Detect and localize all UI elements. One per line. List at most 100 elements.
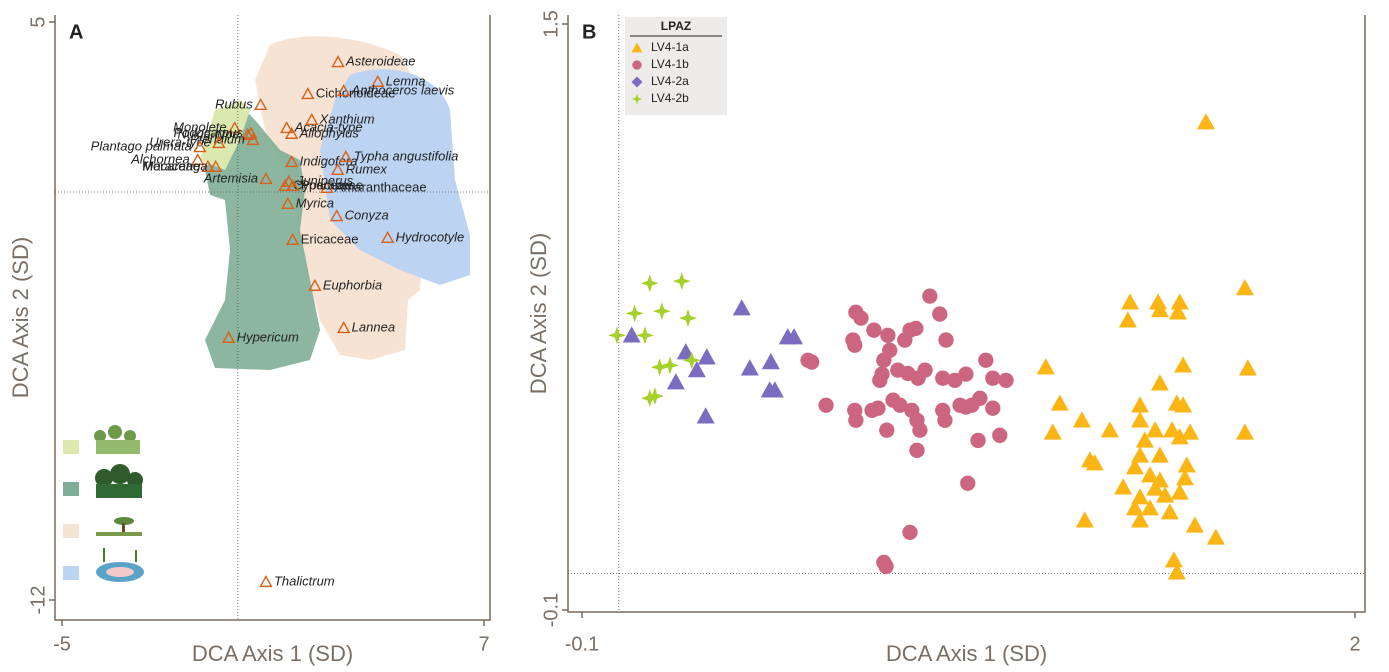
- point: [625, 304, 644, 323]
- point: [1125, 499, 1144, 516]
- x-tick-label: -5: [53, 633, 71, 655]
- point: [254, 98, 268, 111]
- axis-frame: [54, 15, 491, 621]
- point: [331, 162, 345, 175]
- point: [339, 150, 353, 163]
- point: [1149, 293, 1168, 310]
- point-label: Typha angustifolia: [354, 148, 459, 163]
- point: [761, 353, 780, 370]
- point: [1181, 423, 1200, 440]
- point: [281, 196, 295, 209]
- point: [853, 310, 869, 326]
- point-label: Macaranga: [143, 158, 208, 173]
- x-axis-label: DCA Axis 1 (SD): [192, 641, 353, 666]
- legend-swatch: [63, 440, 79, 454]
- point: [227, 121, 242, 134]
- point-label: Podocarpus: [173, 125, 243, 140]
- point: [679, 309, 698, 328]
- point: [645, 387, 664, 406]
- point: [848, 412, 864, 428]
- point: [191, 153, 205, 166]
- x-axis-label: DCA Axis 1 (SD): [886, 641, 1047, 666]
- point: [1160, 503, 1179, 520]
- point: [1131, 488, 1150, 505]
- point: [607, 326, 626, 345]
- point-label: Conyza: [345, 208, 389, 223]
- legend-entry: LV4-2b: [651, 91, 689, 105]
- point-label: Anthoceros laevis: [351, 82, 455, 97]
- point: [1131, 411, 1150, 428]
- point: [938, 332, 954, 348]
- point: [1146, 479, 1165, 496]
- point: [650, 358, 669, 377]
- point: [912, 422, 928, 438]
- x-tick-label: 2: [1349, 633, 1360, 655]
- point: [672, 272, 691, 291]
- point: [301, 87, 315, 100]
- point-label: Alchornea: [130, 151, 190, 166]
- point-label: Asteroideae: [345, 54, 415, 69]
- point: [998, 372, 1014, 389]
- point: [1170, 428, 1189, 445]
- legend-title: LPAZ: [661, 19, 691, 33]
- point: [892, 397, 908, 413]
- point: [872, 372, 888, 389]
- point-label: Cichorioideae: [316, 86, 396, 101]
- point: [1135, 431, 1154, 448]
- point: [1140, 466, 1159, 483]
- point: [640, 389, 659, 408]
- point: [1150, 374, 1169, 391]
- point: [1140, 499, 1159, 516]
- point-label: Amaranthaceae: [335, 179, 427, 194]
- wetland-area: [320, 69, 470, 285]
- forest-area: [205, 105, 320, 370]
- point: [1050, 394, 1069, 411]
- point-label: Plantago palmata: [91, 139, 192, 154]
- point-label: Xanthium: [319, 111, 375, 126]
- point: [1163, 421, 1182, 438]
- point: [765, 381, 784, 398]
- point-label: Moraceae: [142, 158, 200, 173]
- point-label: Rumex: [346, 161, 388, 176]
- point: [676, 343, 695, 360]
- point: [193, 140, 207, 153]
- point: [960, 475, 976, 491]
- point: [622, 326, 641, 343]
- point: [286, 178, 300, 191]
- point: [1131, 511, 1150, 528]
- y-axis-label: DCA Axis 2 (SD): [526, 233, 551, 394]
- point: [732, 299, 751, 316]
- point: [308, 278, 322, 291]
- point: [1185, 516, 1204, 533]
- point: [286, 232, 300, 246]
- point: [259, 575, 273, 588]
- point-label: Euphorbia: [323, 277, 382, 292]
- legend-marker: [632, 60, 642, 70]
- axis-frame: [567, 15, 1366, 613]
- point: [1150, 301, 1169, 318]
- point: [1150, 446, 1169, 463]
- point: [1196, 113, 1215, 130]
- point-label: Lannea: [352, 319, 395, 334]
- point: [932, 306, 948, 322]
- point: [635, 326, 654, 345]
- point-label: Hydrocotyle: [396, 229, 465, 244]
- icon-montane: [94, 425, 140, 454]
- point: [1167, 563, 1186, 580]
- point: [652, 302, 671, 321]
- y-axis-label: DCA Axis 2 (SD): [8, 237, 33, 398]
- x-tick-label: -0.1: [565, 633, 599, 655]
- point: [278, 178, 292, 191]
- point: [1072, 411, 1091, 428]
- point: [922, 288, 938, 304]
- point: [785, 328, 804, 345]
- point-label: Rubus: [215, 96, 253, 111]
- point: [212, 136, 226, 149]
- point: [240, 127, 255, 140]
- point-label: Cyperaceae: [293, 177, 363, 192]
- point: [880, 327, 896, 343]
- point: [972, 390, 988, 406]
- point: [1235, 423, 1254, 440]
- legend-box: [625, 17, 727, 115]
